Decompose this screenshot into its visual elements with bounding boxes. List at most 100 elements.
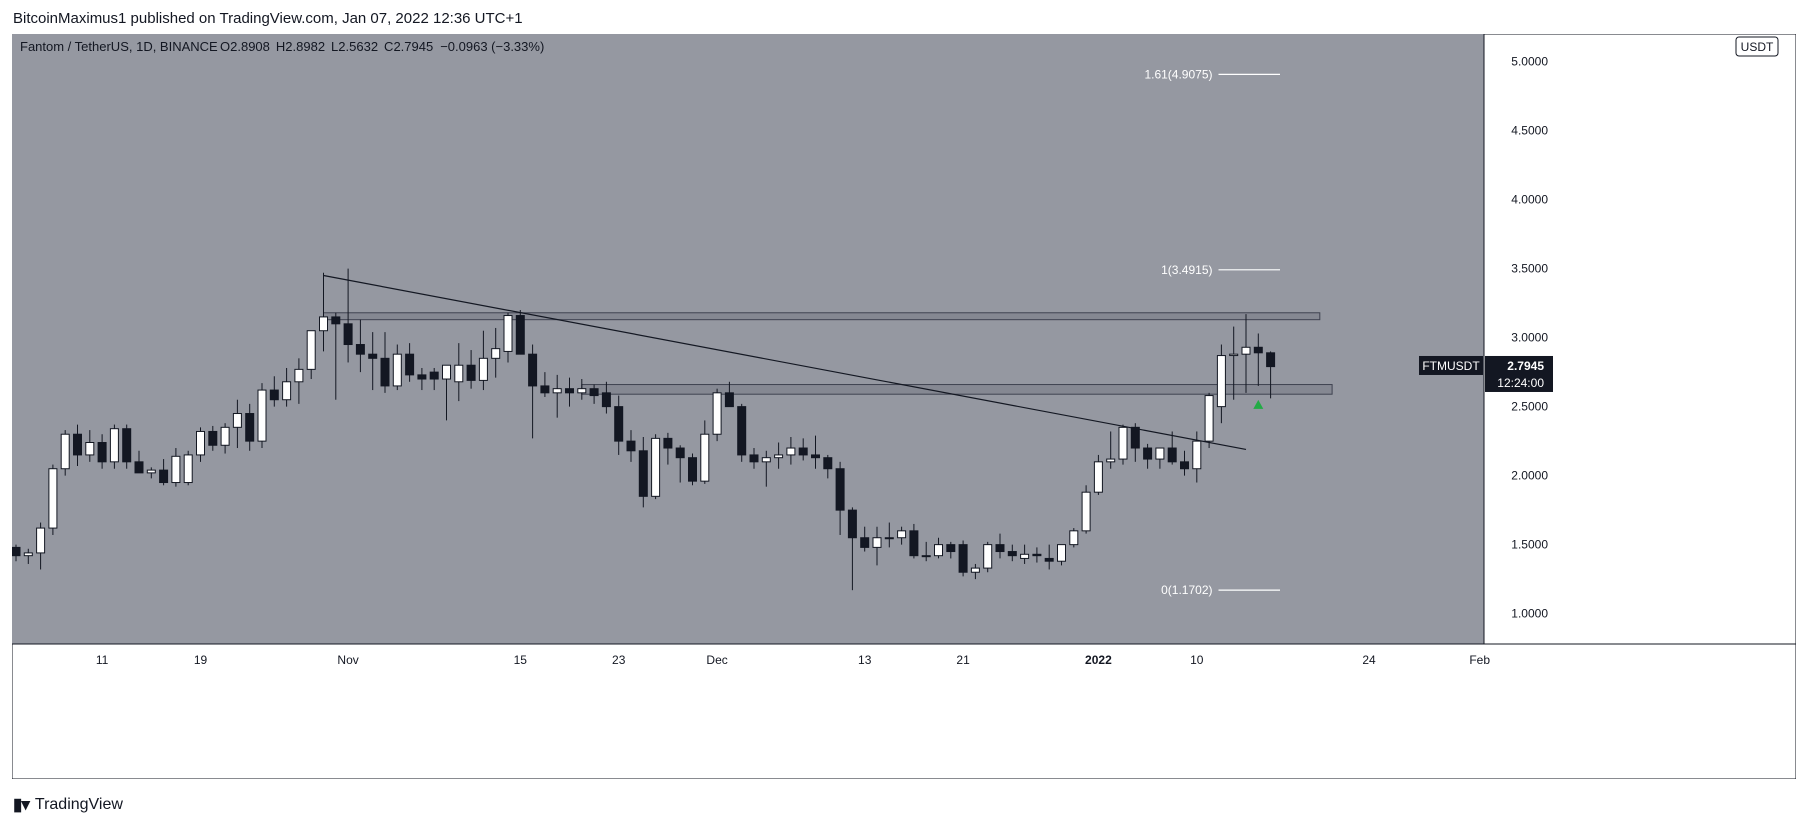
bearish-candle — [1007, 544, 1017, 562]
bearish-candle — [380, 332, 390, 393]
bullish-candle — [220, 423, 230, 454]
candle-body — [823, 457, 833, 470]
bullish-candle — [712, 388, 722, 442]
time-tick-label: Nov — [337, 653, 358, 667]
bullish-candle — [503, 312, 513, 363]
candle-body — [1266, 352, 1276, 368]
bearish-candle — [995, 533, 1005, 559]
candle-body — [355, 344, 365, 355]
bullish-candle — [1057, 544, 1066, 566]
candle-body — [478, 357, 488, 381]
bullish-candle — [1118, 424, 1128, 465]
candle-body — [109, 428, 119, 463]
bearish-candle — [1143, 443, 1153, 469]
bullish-candle — [983, 541, 993, 573]
candle-body — [1155, 447, 1165, 460]
price-tick-label: 4.0000 — [1511, 193, 1548, 207]
price-axis[interactable] — [1483, 34, 1796, 645]
time-axis[interactable] — [12, 643, 1796, 779]
bullish-candle — [1155, 447, 1165, 469]
bearish-candle — [823, 454, 833, 479]
time-tick-label: 19 — [194, 653, 208, 667]
bearish-candle — [122, 424, 132, 469]
bullish-candle — [23, 548, 33, 564]
tradingview-logo-icon: ▮▾ — [13, 795, 30, 814]
plot-background[interactable] — [12, 34, 1484, 644]
price-chart[interactable]: 1.61(4.9075) 1(3.4915) 0(1.1702) 5.0000 4.5… — [12, 34, 1796, 779]
candle-body — [528, 353, 538, 387]
bullish-candle — [700, 420, 710, 484]
bearish-candle — [343, 268, 353, 363]
change-value: −0.0963 (−3.33%) — [440, 39, 544, 54]
bearish-candle — [429, 367, 439, 391]
candle-body — [1216, 355, 1226, 408]
bearish-candle — [97, 434, 107, 469]
candle-body — [1204, 395, 1214, 442]
candle-body — [749, 454, 759, 463]
bearish-candle — [1266, 351, 1276, 399]
time-tick-label: Dec — [706, 653, 727, 667]
publisher-line: BitcoinMaximus1 published on TradingView… — [13, 10, 523, 27]
bullish-candle — [109, 424, 119, 469]
bearish-candle — [909, 523, 919, 559]
bearish-candle — [1044, 544, 1054, 570]
candle-body — [983, 544, 993, 569]
time-tick-label: 11 — [96, 653, 109, 667]
candle-body — [146, 469, 156, 474]
candle-body — [651, 437, 661, 497]
bullish-candle — [146, 467, 156, 479]
candle-body — [1229, 353, 1239, 357]
candle-body — [208, 430, 218, 446]
candle-body — [36, 527, 46, 554]
time-tick-label: 13 — [858, 653, 872, 667]
bearish-candle — [737, 403, 747, 462]
candle-body — [85, 442, 95, 456]
fib-level-label: 0(1.1702) — [1161, 583, 1212, 597]
candle-body — [48, 468, 58, 529]
chart-container[interactable]: 1.61(4.9075) 1(3.4915) 0(1.1702) 5.0000 4.5… — [12, 34, 1796, 779]
candle-body — [1044, 557, 1054, 562]
bearish-candle — [331, 312, 341, 400]
bearish-candle — [638, 436, 648, 508]
symbol-tag-label: FTMUSDT — [1422, 359, 1480, 373]
candle-body — [638, 450, 648, 497]
price-tick-label: 5.0000 — [1511, 55, 1548, 69]
candle-body — [540, 385, 550, 394]
tradingview-logo[interactable]: ▮▾ TradingView — [13, 795, 123, 815]
price-tick-label: 3.5000 — [1511, 262, 1548, 276]
candle-body — [1167, 447, 1177, 463]
bullish-candle — [442, 364, 451, 421]
close-label: C — [384, 39, 393, 54]
bullish-candle — [454, 343, 464, 402]
last-price-label: 2.7945 — [1507, 359, 1544, 373]
candle-body — [577, 388, 587, 394]
candle-body — [884, 537, 894, 540]
candle-body — [1143, 447, 1153, 460]
currency-label: USDT — [1741, 40, 1774, 54]
bearish-candle — [811, 435, 820, 469]
candle-body — [503, 315, 513, 352]
currency-button[interactable]: USDT — [1735, 36, 1779, 57]
candle-body — [466, 364, 476, 381]
bearish-candle — [946, 541, 956, 559]
time-tick-label: 15 — [514, 653, 528, 667]
candle-body — [405, 353, 415, 376]
candle-body — [257, 389, 267, 442]
price-tick-label: 1.5000 — [1511, 538, 1548, 552]
open-value: 2.8908 — [230, 39, 270, 54]
bullish-candle — [294, 358, 304, 404]
time-tick-label: 24 — [1362, 653, 1376, 667]
up-arrow-icon — [1253, 399, 1264, 409]
candle-body — [847, 509, 857, 539]
time-tick-label: 10 — [1190, 653, 1204, 667]
bullish-candle — [1020, 544, 1030, 564]
bearish-candle — [159, 459, 169, 486]
candle-body — [12, 546, 21, 557]
candle-body — [282, 381, 292, 401]
bearish-candle — [798, 438, 808, 461]
candle-body — [614, 406, 624, 442]
candle-body — [565, 388, 574, 394]
bearish-candle — [1253, 333, 1263, 386]
candle-body — [626, 440, 636, 452]
candle-body — [712, 392, 722, 435]
